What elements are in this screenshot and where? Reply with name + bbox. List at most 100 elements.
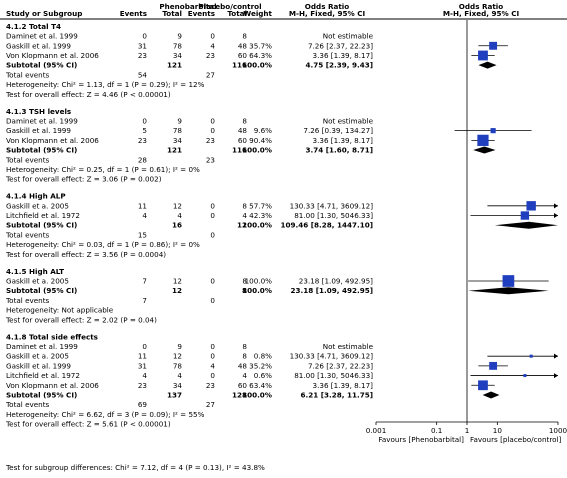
overall-effect-2: Test for overall effect: Z = 3.56 (P = 0… bbox=[5, 250, 166, 259]
study-0-2-name: Von Klopmann et al. 2006 bbox=[6, 51, 99, 60]
study-4-1-total-1: 12 bbox=[173, 352, 182, 361]
x-tick-label-1: 0.1 bbox=[431, 426, 442, 435]
subtotal-4-ci: 6.21 [3.28, 11.75] bbox=[300, 390, 373, 399]
subtotal-1-total-1: 121 bbox=[167, 146, 182, 155]
study-1-0-events-1: 0 bbox=[142, 116, 147, 125]
heterogeneity-1: Heterogeneity: Chi² = 0.25, df = 1 (P = … bbox=[6, 165, 200, 174]
study-1-0-ci: Not estimable bbox=[323, 116, 374, 125]
subtotal-3-diamond bbox=[468, 287, 549, 295]
study-2-0-ci: 130.33 [4.71, 3609.12] bbox=[290, 201, 374, 210]
subtotal-2-total-2: 12 bbox=[237, 221, 247, 230]
study-2-1-events-2: 0 bbox=[210, 211, 215, 220]
study-2-0-total-2: 8 bbox=[242, 201, 247, 210]
subtotal-3-weight: 100.0% bbox=[242, 286, 272, 295]
total-events-0-1: 54 bbox=[138, 70, 148, 79]
total-events-4-2: 27 bbox=[206, 400, 215, 409]
study-1-2-total-2: 60 bbox=[238, 136, 248, 145]
study-4-3-name: Litchfield et al. 1972 bbox=[6, 371, 80, 380]
favours-left: Favours [Phenobarbital] bbox=[378, 435, 464, 444]
study-4-1-point bbox=[529, 354, 533, 358]
study-4-3-total-2: 4 bbox=[242, 371, 247, 380]
study-4-1-total-2: 8 bbox=[242, 352, 247, 361]
study-1-2-events-2: 23 bbox=[206, 136, 215, 145]
study-0-2-ci: 3.36 [1.39, 8.17] bbox=[313, 51, 374, 60]
header-study: Study or Subgroup bbox=[6, 9, 82, 18]
study-1-0-total-2: 8 bbox=[242, 116, 247, 125]
study-1-1-total-1: 78 bbox=[173, 126, 183, 135]
study-1-1-point bbox=[490, 128, 496, 134]
study-4-4-name: Von Klopmann et al. 2006 bbox=[6, 381, 99, 390]
subtotal-2-label: Subtotal (95% CI) bbox=[6, 221, 77, 230]
subtotal-1-label: Subtotal (95% CI) bbox=[6, 146, 77, 155]
heterogeneity-2: Heterogeneity: Chi² = 0.03, df = 1 (P = … bbox=[6, 240, 200, 249]
study-0-1-ci: 7.26 [2.37, 22.23] bbox=[308, 41, 373, 50]
header-total-2: Total bbox=[227, 9, 247, 18]
study-1-2-total-1: 34 bbox=[173, 136, 183, 145]
x-tick-label-4: 1000 bbox=[549, 426, 567, 435]
x-tick-label-3: 10 bbox=[493, 426, 503, 435]
study-4-4-events-2: 23 bbox=[206, 381, 215, 390]
x-tick-label-2: 1 bbox=[465, 426, 470, 435]
study-2-1-point bbox=[520, 211, 530, 220]
study-4-2-point bbox=[489, 361, 498, 370]
study-3-0-events-2: 0 bbox=[210, 277, 215, 286]
study-4-3-weight: 0.6% bbox=[254, 371, 272, 380]
study-4-2-ci: 7.26 [2.37, 22.23] bbox=[308, 361, 373, 370]
study-2-1-total-2: 4 bbox=[242, 211, 247, 220]
study-0-0-total-2: 8 bbox=[242, 32, 247, 41]
study-1-2-name: Von Klopmann et al. 2006 bbox=[6, 136, 99, 145]
header-weight: Weight bbox=[243, 9, 272, 18]
study-4-3-ci: 81.00 [1.30, 5046.33] bbox=[294, 371, 373, 380]
study-4-1-events-1: 11 bbox=[138, 352, 147, 361]
subtotal-1-diamond bbox=[473, 146, 496, 154]
study-1-1-events-2: 0 bbox=[210, 126, 215, 135]
study-2-1-name: Litchfield et al. 1972 bbox=[6, 211, 80, 220]
favours-right: Favours [placebo/control] bbox=[470, 435, 562, 444]
study-4-4-weight: 63.4% bbox=[249, 381, 272, 390]
study-2-1-weight: 42.3% bbox=[249, 211, 272, 220]
study-0-1-name: Gaskill et al. 1999 bbox=[6, 41, 71, 50]
total-events-3-2: 0 bbox=[210, 296, 215, 305]
study-2-0-name: Gaskill et a. 2005 bbox=[6, 201, 69, 210]
study-3-0-total-2: 8 bbox=[242, 277, 247, 286]
study-4-0-name: Daminet et al. 1999 bbox=[6, 342, 78, 351]
study-1-0-name: Daminet et al. 1999 bbox=[6, 116, 78, 125]
study-0-1-total-2: 48 bbox=[238, 41, 248, 50]
subtotal-2-ci: 109.46 [8.28, 1447.10] bbox=[280, 221, 373, 230]
overall-effect-3: Test for overall effect: Z = 2.02 (P = 0… bbox=[5, 315, 157, 324]
study-4-0-total-2: 8 bbox=[242, 342, 247, 351]
subtotal-3-ci: 23.18 [1.09, 492.95] bbox=[290, 286, 373, 295]
subgroup-title-4: 4.1.8 Total side effects bbox=[6, 332, 98, 341]
study-0-2-total-1: 34 bbox=[173, 51, 183, 60]
study-1-2-point bbox=[477, 134, 489, 146]
total-events-4-1: 69 bbox=[138, 400, 148, 409]
study-2-1-total-1: 4 bbox=[177, 211, 182, 220]
total-events-3-label: Total events bbox=[5, 296, 50, 305]
study-2-0-events-1: 11 bbox=[138, 201, 147, 210]
study-3-0-point bbox=[502, 275, 515, 287]
study-2-0-total-1: 12 bbox=[173, 201, 182, 210]
heterogeneity-3: Heterogeneity: Not applicable bbox=[6, 306, 114, 315]
study-0-1-weight: 35.7% bbox=[249, 41, 272, 50]
total-events-2-2: 0 bbox=[210, 230, 215, 239]
subtotal-0-total-1: 121 bbox=[167, 61, 182, 70]
header-odds-ratio: Odds Ratio bbox=[305, 2, 349, 11]
study-3-0-total-1: 12 bbox=[173, 277, 182, 286]
study-0-0-events-2: 0 bbox=[210, 32, 215, 41]
study-0-2-point bbox=[478, 50, 488, 61]
total-events-1-1: 28 bbox=[138, 155, 148, 164]
study-4-2-name: Gaskill et al. 1999 bbox=[6, 361, 71, 370]
study-3-0-name: Gaskill et a. 2005 bbox=[6, 277, 69, 286]
study-0-0-total-1: 9 bbox=[177, 32, 182, 41]
header-plot-label: Odds Ratio bbox=[459, 2, 503, 11]
overall-effect-4: Test for overall effect: Z = 5.61 (P < 0… bbox=[5, 420, 171, 429]
study-0-0-events-1: 0 bbox=[142, 32, 147, 41]
subgroup-title-2: 4.1.4 High ALP bbox=[6, 192, 66, 201]
subtotal-0-weight: 100.0% bbox=[242, 61, 272, 70]
study-4-4-ci: 3.36 [1.39, 8.17] bbox=[313, 381, 374, 390]
study-4-4-total-2: 60 bbox=[238, 381, 248, 390]
study-4-3-events-2: 0 bbox=[210, 371, 215, 380]
total-events-1-2: 23 bbox=[206, 155, 215, 164]
subgroup-title-1: 4.1.3 TSH levels bbox=[6, 107, 71, 116]
